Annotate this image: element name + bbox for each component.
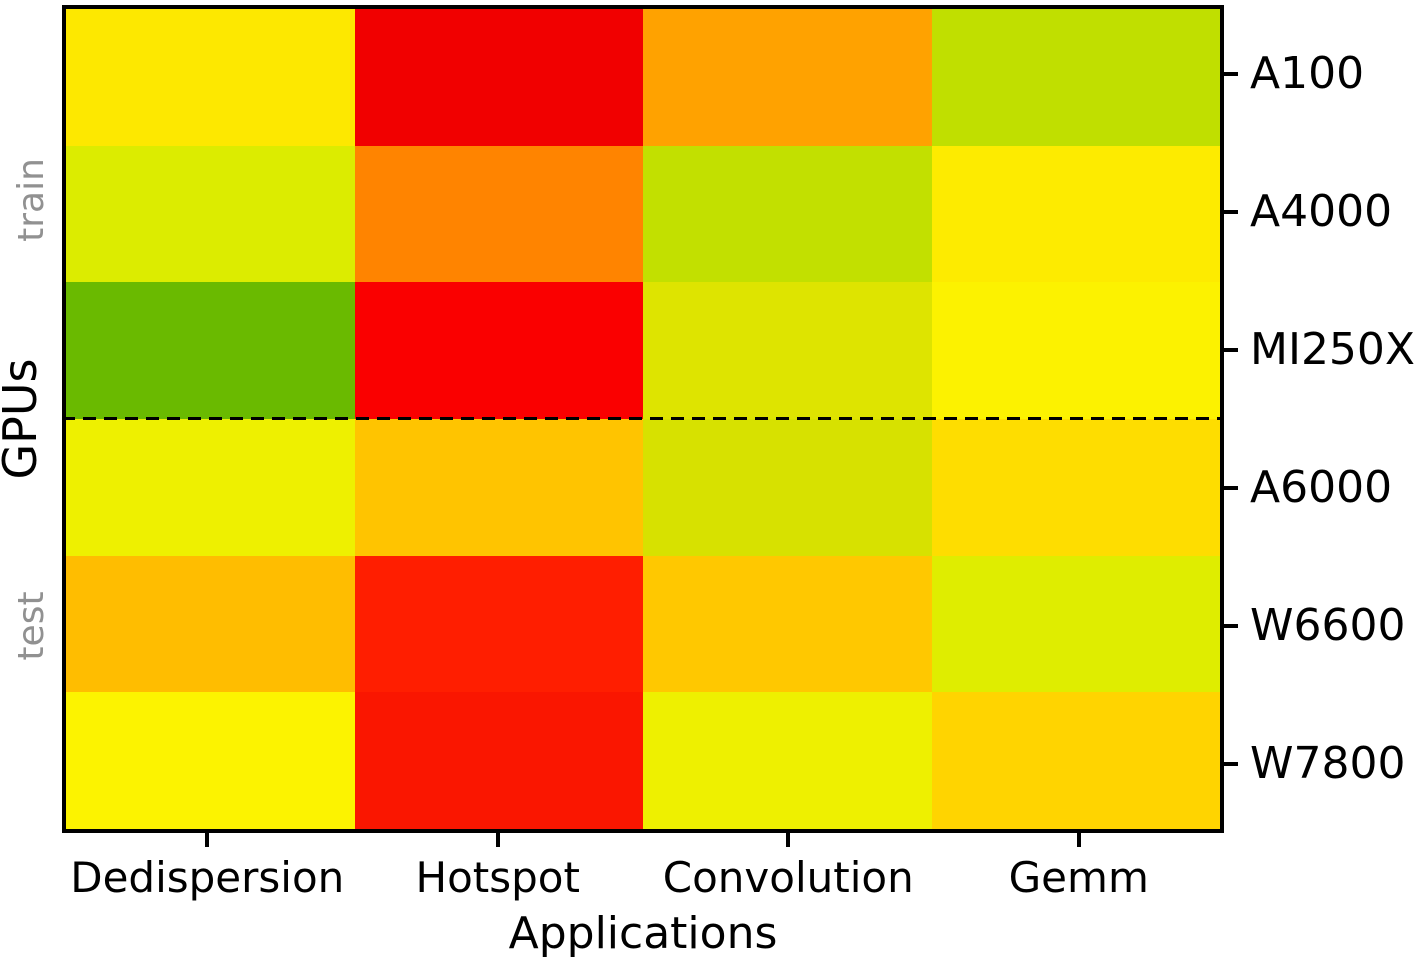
heatmap-cell-A100-Convolution [643,9,932,146]
x-tick-Convolution [786,833,791,847]
heatmap-cell-W7800-Hotspot [354,692,643,829]
x-tick-Gemm [1076,833,1081,847]
heatmap-cell-A4000-Dedispersion [66,145,355,283]
heatmap-cell-W6600-Hotspot [354,555,643,693]
x-axis-title: Applications [508,908,778,959]
y-tick-W6600 [1224,624,1238,628]
row-group-label-test: test [11,591,52,661]
y-tick-label-MI250X: MI250X [1250,324,1416,375]
heatmap-cell-W7800-Dedispersion [66,692,355,829]
heatmap-cell-MI250X-Hotspot [354,282,643,419]
heatmap-cell-A6000-Hotspot [354,419,643,556]
heatmap-cell-MI250X-Gemm [931,282,1220,419]
heatmap-cell-A100-Dedispersion [66,9,355,146]
row-group-label-train: train [11,158,52,242]
x-tick-label-Hotspot: Hotspot [415,853,580,902]
y-tick-label-W7800: W7800 [1250,738,1406,789]
y-tick-A4000 [1224,210,1238,214]
x-tick-label-Gemm: Gemm [1008,853,1149,902]
y-tick-label-W6600: W6600 [1250,600,1406,651]
heatmap-cell-W7800-Convolution [643,692,932,829]
heatmap-cell-W6600-Dedispersion [66,555,355,693]
heatmap-cell-A4000-Gemm [931,145,1220,283]
heatmap-cell-W7800-Gemm [931,692,1220,829]
x-tick-Hotspot [495,833,500,847]
heatmap-cell-A4000-Hotspot [354,145,643,283]
heatmap-cell-MI250X-Dedispersion [66,282,355,419]
heatmap-cell-A4000-Convolution [643,145,932,283]
y-tick-label-A4000: A4000 [1250,186,1393,237]
y-tick-A6000 [1224,486,1238,490]
y-tick-label-A100: A100 [1250,48,1365,99]
y-axis-title: GPUs [0,358,47,480]
heatmap-cell-A6000-Gemm [931,419,1220,556]
y-tick-W7800 [1224,762,1238,766]
x-tick-label-Dedispersion: Dedispersion [70,853,345,902]
y-tick-MI250X [1224,348,1238,352]
x-tick-Dedispersion [205,833,210,847]
heatmap-grid [62,5,1224,833]
heatmap-cell-A100-Hotspot [354,9,643,146]
y-tick-A100 [1224,72,1238,76]
heatmap-cell-A100-Gemm [931,9,1220,146]
heatmap-cell-A6000-Dedispersion [66,419,355,556]
x-tick-label-Convolution: Convolution [662,853,914,902]
heatmap-cell-MI250X-Convolution [643,282,932,419]
y-tick-label-A6000: A6000 [1250,462,1393,513]
heatmap-cell-A6000-Convolution [643,419,932,556]
heatmap-cell-W6600-Gemm [931,555,1220,693]
heatmap-cell-W6600-Convolution [643,555,932,693]
